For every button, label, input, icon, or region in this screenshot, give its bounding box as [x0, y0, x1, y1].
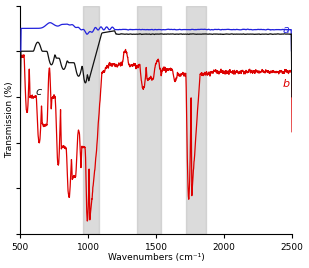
X-axis label: Wavenumbers (cm⁻¹): Wavenumbers (cm⁻¹)	[108, 254, 205, 262]
Bar	[137, 6, 162, 234]
Bar	[186, 6, 206, 234]
Text: b: b	[282, 79, 289, 90]
Text: a: a	[282, 25, 289, 35]
Bar	[83, 6, 99, 234]
Y-axis label: Transmission (%): Transmission (%)	[6, 81, 15, 158]
Text: c: c	[36, 87, 42, 97]
